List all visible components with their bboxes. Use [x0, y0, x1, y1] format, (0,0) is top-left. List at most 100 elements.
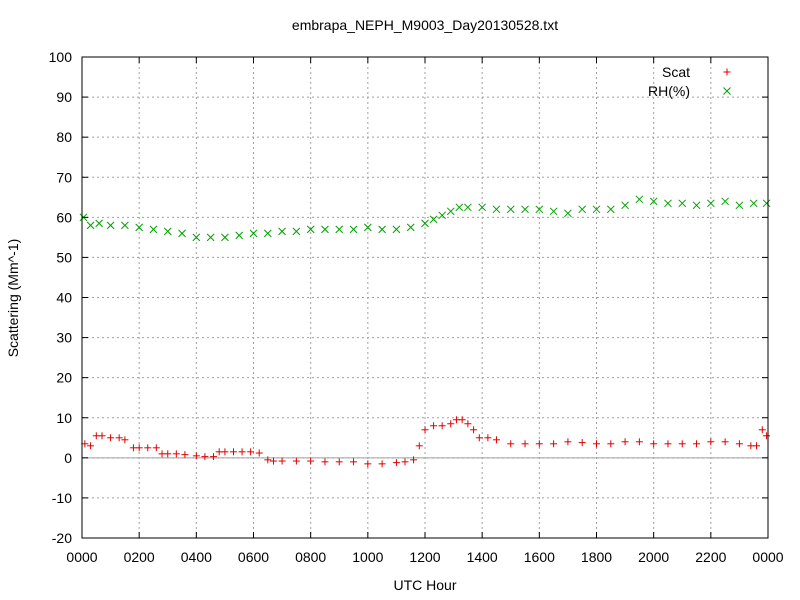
data-point: [335, 458, 343, 466]
data-point: [635, 195, 644, 204]
series-scat: [81, 416, 771, 468]
data-point: [363, 223, 372, 232]
data-point: [650, 440, 658, 448]
data-point: [464, 420, 472, 428]
y-tick-label: 0: [64, 450, 72, 466]
data-point: [235, 231, 244, 240]
data-point: [263, 229, 272, 238]
x-tick-label: 0000: [66, 549, 97, 565]
y-tick-label: 50: [56, 249, 72, 265]
data-point: [535, 440, 543, 448]
data-point: [152, 444, 160, 452]
legend-marker-scat: [723, 68, 731, 76]
data-point: [321, 225, 329, 234]
y-tick-label: 80: [56, 129, 72, 145]
data-point: [692, 201, 701, 210]
data-point: [492, 436, 500, 444]
data-point: [135, 444, 143, 452]
x-tick-label: 0400: [181, 549, 212, 565]
data-point: [87, 442, 95, 450]
data-point: [758, 426, 766, 434]
data-point: [401, 458, 409, 466]
legend-marker-rh: [723, 87, 731, 95]
y-tick-label: -10: [52, 490, 72, 506]
data-point: [735, 440, 743, 448]
grid: [82, 57, 768, 538]
data-point: [209, 453, 217, 461]
data-point: [249, 229, 258, 238]
data-point: [392, 225, 401, 234]
plot-area: [79, 195, 771, 468]
data-point: [621, 438, 629, 446]
data-point: [621, 201, 629, 210]
data-point: [192, 452, 200, 460]
y-tick-label: 90: [56, 89, 72, 105]
data-point: [81, 440, 89, 448]
data-point: [521, 440, 529, 448]
y-tick-label: 30: [56, 330, 72, 346]
x-tick-label: 0000: [752, 549, 783, 565]
y-tick-label: 60: [56, 209, 72, 225]
data-point: [470, 426, 478, 434]
data-point: [550, 440, 558, 448]
data-point: [706, 199, 715, 208]
data-point: [192, 233, 201, 242]
data-point: [172, 450, 180, 458]
data-point: [578, 439, 586, 447]
x-tick-label: 1200: [409, 549, 440, 565]
data-point: [678, 199, 687, 208]
data-point: [415, 442, 423, 450]
data-point: [247, 448, 255, 456]
data-point: [95, 219, 104, 228]
data-point: [406, 223, 415, 232]
data-point: [378, 225, 386, 234]
data-point: [229, 448, 237, 456]
data-point: [321, 458, 329, 466]
x-tick-label: 0800: [295, 549, 326, 565]
data-point: [107, 434, 115, 442]
x-tick-label: 1000: [352, 549, 383, 565]
data-point: [335, 225, 344, 234]
data-point: [664, 440, 672, 448]
data-point: [307, 457, 315, 465]
x-tick-label: 0200: [124, 549, 155, 565]
data-point: [378, 460, 386, 468]
data-point: [762, 199, 771, 208]
data-point: [292, 457, 300, 465]
data-point: [421, 219, 429, 228]
data-point: [306, 225, 315, 234]
data-point: [506, 205, 515, 214]
data-point: [255, 449, 263, 457]
x-tick-label: 1600: [524, 549, 555, 565]
legend-label-scat: Scat: [662, 64, 690, 80]
data-point: [149, 225, 158, 234]
data-point: [753, 442, 761, 450]
data-point: [98, 432, 106, 440]
y-tick-label: -20: [52, 530, 72, 546]
data-point: [201, 453, 209, 461]
y-tick-label: 100: [49, 49, 73, 65]
data-point: [447, 420, 455, 428]
data-point: [278, 227, 286, 236]
data-point: [707, 438, 715, 446]
data-point: [221, 233, 229, 242]
data-point: [206, 233, 215, 242]
data-point: [635, 438, 643, 446]
data-point: [664, 199, 672, 208]
data-point: [678, 440, 686, 448]
data-point: [564, 438, 572, 446]
x-tick-label: 1800: [581, 549, 612, 565]
data-point: [121, 221, 129, 230]
data-point: [455, 203, 464, 212]
x-tick-label: 0600: [238, 549, 269, 565]
data-point: [535, 205, 544, 214]
data-point: [649, 197, 658, 206]
data-point: [606, 205, 615, 214]
data-point: [475, 434, 483, 442]
legend-label-rh: RH(%): [648, 83, 690, 99]
data-point: [578, 205, 587, 214]
data-point: [446, 207, 455, 216]
data-point: [564, 209, 572, 218]
data-point: [763, 432, 771, 440]
data-point: [221, 448, 229, 456]
